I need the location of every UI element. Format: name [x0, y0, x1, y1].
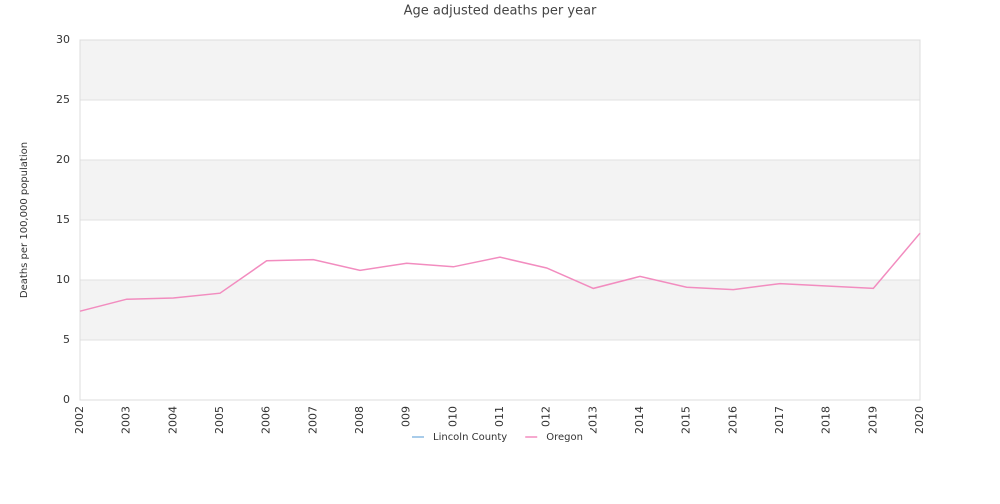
x-tick-label: 2007 — [306, 406, 319, 434]
x-tick-label: 2015 — [680, 406, 693, 434]
y-axis-label: Deaths per 100,000 population — [19, 142, 30, 298]
y-tick-label: 25 — [56, 93, 70, 106]
grid-band — [80, 40, 920, 100]
legend-bg — [400, 428, 590, 446]
x-tick-label: 2010 — [446, 406, 459, 434]
x-tick-label: 2012 — [540, 406, 553, 434]
y-tick-label: 30 — [56, 33, 70, 46]
x-tick-label: 2002 — [73, 406, 86, 434]
x-tick-label: 2006 — [260, 406, 273, 434]
series-line — [79, 232, 921, 312]
legend-label: Lincoln County — [433, 432, 507, 443]
x-tick-label: 2008 — [353, 406, 366, 434]
x-tick-label: 2011 — [493, 406, 506, 434]
x-tick-label: 2018 — [820, 406, 833, 434]
y-tick-label: 0 — [63, 393, 70, 406]
chart-title: Age adjusted deaths per year — [404, 4, 597, 19]
legend: Lincoln County Oregon — [400, 428, 590, 446]
x-tick-label: 2004 — [166, 406, 179, 434]
x-tick-label: 2020 — [913, 406, 926, 434]
grid-band — [80, 280, 920, 340]
x-tick-label: 2003 — [120, 406, 133, 434]
x-tick-label: 2019 — [866, 406, 879, 434]
legend-label: Oregon — [546, 432, 583, 443]
plot-frame — [79, 39, 921, 401]
x-tick-label: 2005 — [213, 406, 226, 434]
x-tick-label: 2009 — [400, 406, 413, 434]
y-tick-label: 5 — [63, 333, 70, 346]
x-tick-label: 2017 — [773, 406, 786, 434]
x-tick-label: 2016 — [726, 406, 739, 434]
y-tick-label: 20 — [56, 153, 70, 166]
x-tick-label: 2013 — [586, 406, 599, 434]
y-tick-label: 15 — [56, 213, 70, 226]
y-tick-label: 10 — [56, 273, 70, 286]
grid-band — [80, 160, 920, 220]
x-tick-label: 2014 — [633, 406, 646, 434]
